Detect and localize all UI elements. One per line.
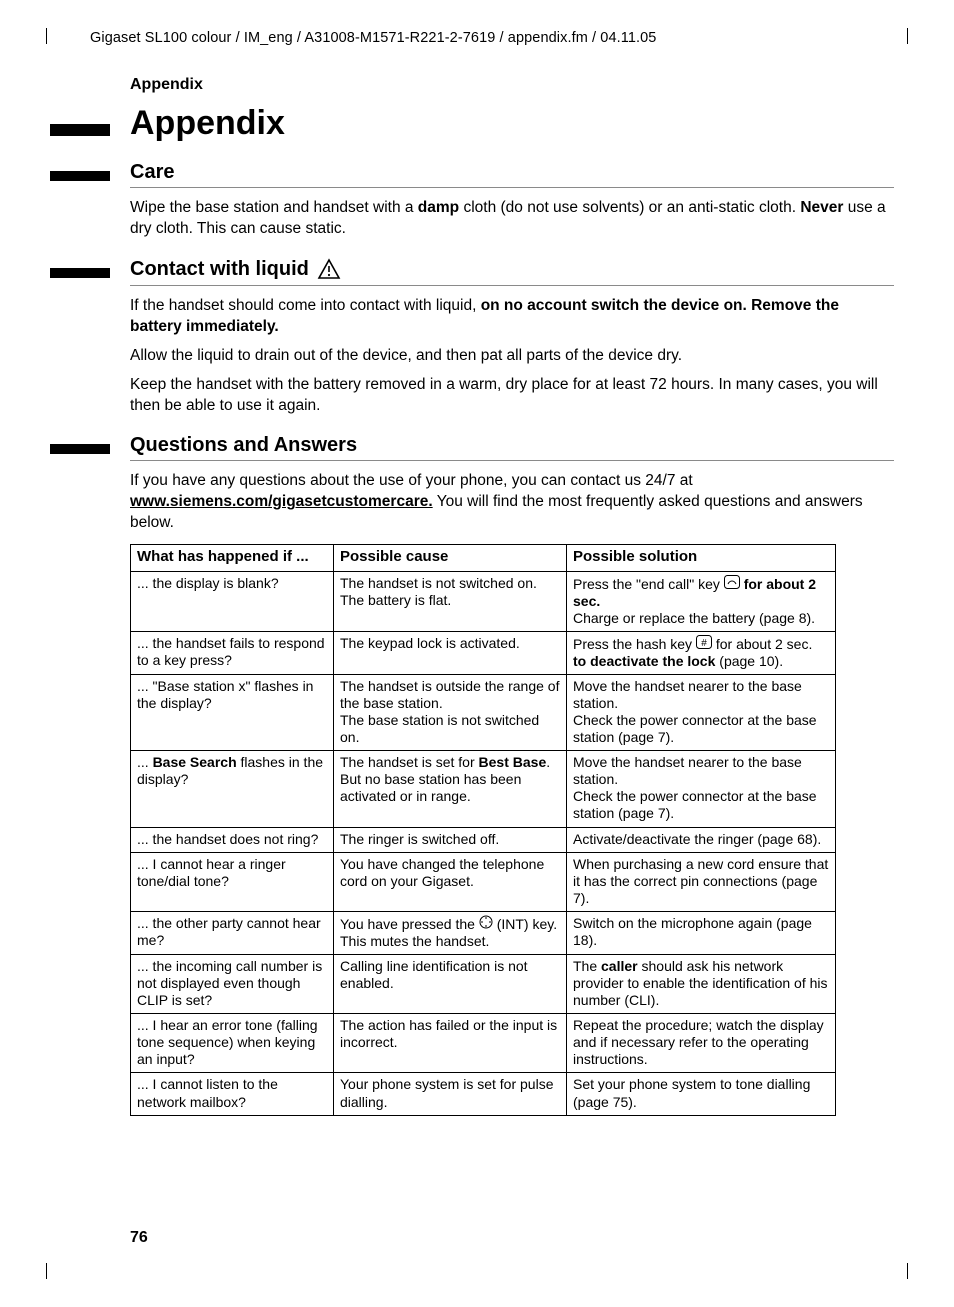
section-label: Appendix — [130, 76, 894, 94]
cell-solution: Press the hash key # for about 2 sec. to… — [567, 631, 836, 674]
table-row: ... the display is blank?The handset is … — [131, 571, 836, 631]
cell-cause: You have changed the telephone cord on y… — [334, 852, 567, 911]
table-row: ... I hear an error tone (falling tone s… — [131, 1014, 836, 1073]
text: If the handset should come into contact … — [130, 297, 481, 314]
table-row: ... I cannot listen to the network mailb… — [131, 1073, 836, 1115]
divider — [130, 187, 894, 188]
cell-solution: Set your phone system to tone dialling (… — [567, 1073, 836, 1115]
divider — [130, 460, 894, 461]
table-row: ... the handset fails to respond to a ke… — [131, 631, 836, 674]
heading-text: Contact with liquid — [130, 258, 309, 281]
cell-solution: Press the "end call" key for about 2 sec… — [567, 571, 836, 631]
cell-solution: Repeat the procedure; watch the display … — [567, 1014, 836, 1073]
care-body: Wipe the base station and handset with a… — [130, 198, 894, 240]
cell-solution: Move the handset nearer to the base stat… — [567, 751, 836, 827]
cell-solution: Move the handset nearer to the base stat… — [567, 674, 836, 750]
page-title: Appendix — [130, 104, 894, 143]
col-what: What has happened if ... — [131, 545, 334, 571]
warning-icon — [317, 258, 341, 282]
liquid-heading: Contact with liquid — [130, 258, 894, 282]
cell-cause: The handset is outside the range of the … — [334, 674, 567, 750]
cell-cause: Your phone system is set for pulse diall… — [334, 1073, 567, 1115]
col-solution: Possible solution — [567, 545, 836, 571]
text: Keep the handset with the battery remove… — [130, 375, 894, 417]
cell-what: ... Base Search flashes in the display? — [131, 751, 334, 827]
cell-what: ... the other party cannot hear me? — [131, 911, 334, 954]
cell-what: ... the incoming call number is not disp… — [131, 955, 334, 1014]
text: If you have any questions about the use … — [130, 472, 693, 489]
cell-what: ... "Base station x" flashes in the disp… — [131, 674, 334, 750]
crop-mark — [46, 1263, 63, 1279]
col-cause: Possible cause — [334, 545, 567, 571]
qa-table: What has happened if ... Possible cause … — [130, 544, 836, 1115]
cell-what: ... the handset does not ring? — [131, 827, 334, 852]
svg-text:#: # — [701, 638, 707, 649]
subhead-bar-icon — [50, 171, 110, 181]
cell-cause: Calling line identification is not enabl… — [334, 955, 567, 1014]
cell-what: ... I hear an error tone (falling tone s… — [131, 1014, 334, 1073]
table-row: ... I cannot hear a ringer tone/dial ton… — [131, 852, 836, 911]
text: cloth (do not use solvents) or an anti-s… — [459, 199, 800, 216]
qa-intro: If you have any questions about the use … — [130, 471, 894, 534]
customer-care-link[interactable]: www.siemens.com/gigasetcustomercare. — [130, 493, 433, 510]
crop-mark — [891, 1263, 908, 1279]
text: Allow the liquid to drain out of the dev… — [130, 346, 894, 367]
cell-cause: The handset is not switched on.The batte… — [334, 571, 567, 631]
cell-cause: The handset is set for Best Base. But no… — [334, 751, 567, 827]
cell-solution: When purchasing a new cord ensure that i… — [567, 852, 836, 911]
cell-what: ... the handset fails to respond to a ke… — [131, 631, 334, 674]
cell-what: ... I cannot hear a ringer tone/dial ton… — [131, 852, 334, 911]
crop-mark — [46, 28, 63, 44]
table-row: ... the handset does not ring?The ringer… — [131, 827, 836, 852]
qa-heading: Questions and Answers — [130, 434, 894, 457]
crop-mark — [891, 28, 908, 44]
title-bar-icon — [50, 124, 110, 136]
liquid-body: If the handset should come into contact … — [130, 296, 894, 417]
cell-solution: Switch on the microphone again (page 18)… — [567, 911, 836, 954]
cell-cause: The ringer is switched off. — [334, 827, 567, 852]
table-row: ... the other party cannot hear me?You h… — [131, 911, 836, 954]
running-header: Gigaset SL100 colour / IM_eng / A31008-M… — [90, 30, 894, 46]
cell-what: ... the display is blank? — [131, 571, 334, 631]
cell-cause: You have pressed the (INT) key. This mut… — [334, 911, 567, 954]
divider — [130, 285, 894, 286]
table-row: ... the incoming call number is not disp… — [131, 955, 836, 1014]
cell-solution: Activate/deactivate the ringer (page 68)… — [567, 827, 836, 852]
page-number: 76 — [130, 1229, 148, 1247]
subhead-bar-icon — [50, 444, 110, 454]
subhead-bar-icon — [50, 268, 110, 278]
text-bold: damp — [418, 199, 459, 216]
cell-solution: The caller should ask his network provid… — [567, 955, 836, 1014]
cell-cause: The keypad lock is activated. — [334, 631, 567, 674]
cell-what: ... I cannot listen to the network mailb… — [131, 1073, 334, 1115]
table-row: ... "Base station x" flashes in the disp… — [131, 674, 836, 750]
table-row: ... Base Search flashes in the display?T… — [131, 751, 836, 827]
text-bold: Never — [800, 199, 843, 216]
care-heading: Care — [130, 161, 894, 184]
cell-cause: The action has failed or the input is in… — [334, 1014, 567, 1073]
text: Wipe the base station and handset with a — [130, 199, 418, 216]
